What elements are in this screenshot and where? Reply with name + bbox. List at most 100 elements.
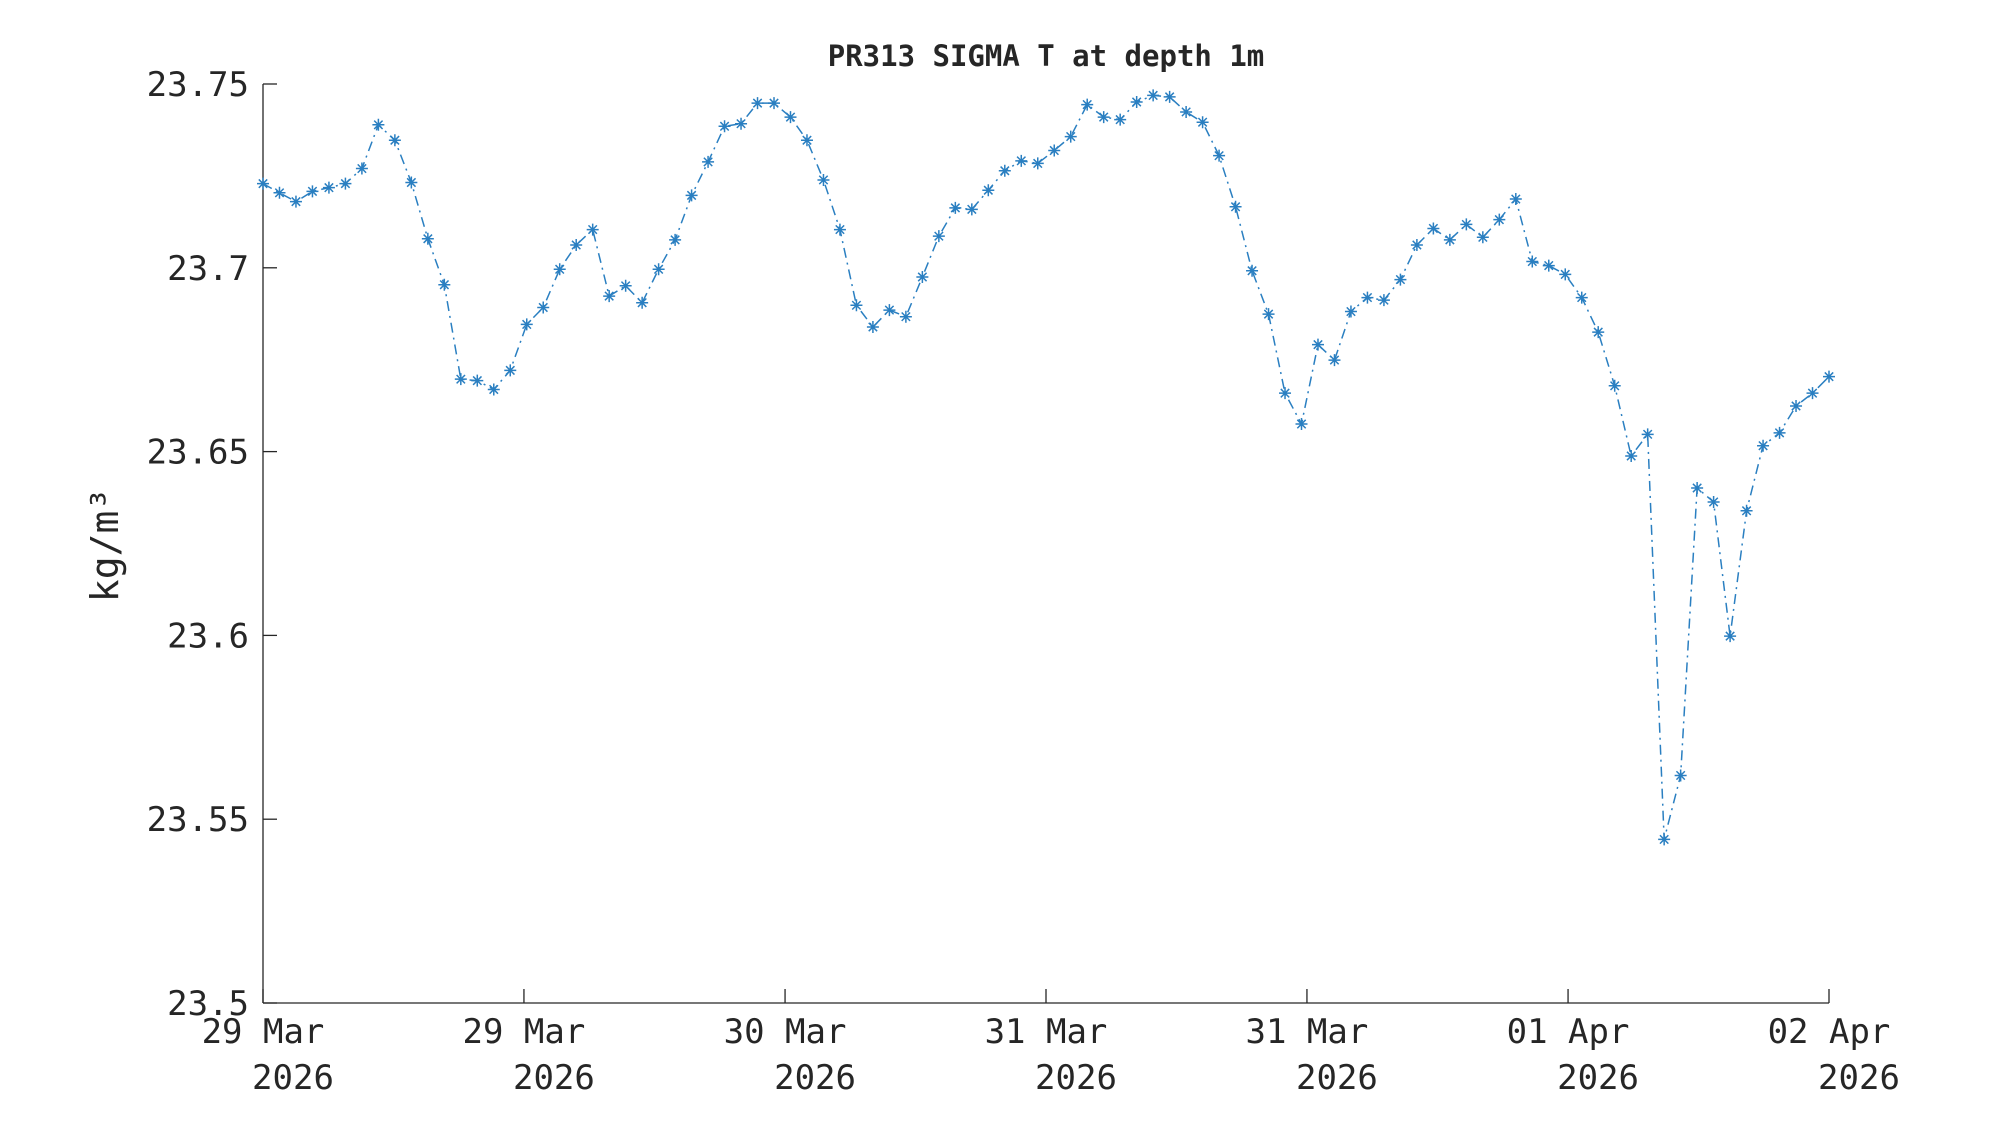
data-marker — [982, 184, 995, 197]
x-tick-label: 30 Mar — [724, 1012, 847, 1052]
data-marker — [487, 383, 500, 396]
x-tick-label: 2026 — [513, 1058, 595, 1098]
data-marker — [1361, 291, 1374, 304]
data-marker — [932, 230, 945, 243]
data-marker — [586, 223, 599, 236]
y-axis-label: kg/m³ — [83, 488, 127, 602]
y-tick-label: 23.65 — [147, 433, 249, 473]
y-tick-label: 23.5 — [167, 984, 249, 1024]
data-marker — [768, 97, 781, 110]
data-marker — [1740, 504, 1753, 517]
data-marker — [817, 173, 830, 186]
data-marker — [1608, 379, 1621, 392]
data-marker — [1015, 154, 1028, 167]
data-marker — [1114, 113, 1127, 126]
data-marker — [520, 318, 533, 331]
data-marker — [998, 164, 1011, 177]
data-marker — [1097, 111, 1110, 124]
data-marker — [1328, 354, 1341, 367]
data-marker — [784, 111, 797, 124]
x-tick-label: 2026 — [1818, 1058, 1900, 1098]
data-marker — [866, 320, 879, 333]
data-marker — [1691, 481, 1704, 494]
data-marker — [339, 177, 352, 190]
data-marker — [454, 373, 467, 386]
data-marker — [257, 177, 269, 190]
data-marker — [289, 195, 302, 208]
data-marker — [1163, 90, 1176, 103]
data-marker — [1344, 305, 1357, 318]
data-marker — [916, 270, 929, 283]
data-marker — [273, 186, 286, 199]
data-marker — [1707, 495, 1720, 508]
data-marker — [735, 117, 748, 130]
data-marker — [1130, 96, 1143, 109]
data-marker — [800, 134, 813, 147]
data-marker — [1757, 439, 1770, 452]
data-marker — [1790, 400, 1803, 413]
data-marker — [306, 185, 319, 198]
data-marker — [1081, 98, 1094, 111]
x-tick-label: 2026 — [1035, 1058, 1117, 1098]
data-marker — [1311, 338, 1324, 351]
data-marker — [1658, 833, 1671, 846]
data-marker — [1147, 89, 1160, 102]
data-marker — [1526, 255, 1539, 268]
data-marker — [669, 233, 682, 246]
data-marker — [1806, 387, 1819, 400]
data-marker — [1823, 370, 1835, 383]
data-marker — [1213, 149, 1226, 162]
data-marker — [1262, 308, 1275, 321]
data-marker — [1542, 259, 1555, 272]
data-marker — [1377, 294, 1390, 307]
x-tick-label: 2026 — [774, 1058, 856, 1098]
data-marker — [1427, 222, 1440, 235]
data-marker — [1295, 418, 1308, 431]
data-marker — [965, 203, 978, 216]
data-marker — [603, 290, 616, 303]
data-marker — [1443, 233, 1456, 246]
data-marker — [553, 263, 566, 276]
data-marker — [1229, 200, 1242, 213]
data-marker — [1493, 213, 1506, 226]
data-marker — [1674, 769, 1687, 782]
data-marker — [1048, 144, 1061, 157]
data-marker — [949, 201, 962, 214]
x-tick-label: 31 Mar — [1246, 1012, 1369, 1052]
data-marker — [438, 278, 451, 291]
x-tick-label: 31 Mar — [985, 1012, 1108, 1052]
data-marker — [899, 310, 912, 323]
data-marker — [1625, 450, 1638, 463]
data-marker — [636, 296, 649, 309]
data-marker — [421, 232, 434, 245]
data-marker — [355, 162, 368, 175]
data-marker — [1410, 239, 1423, 252]
data-marker — [1575, 291, 1588, 304]
data-marker — [850, 299, 863, 312]
data-marker — [1773, 426, 1786, 439]
data-marker — [718, 120, 731, 133]
data-marker — [372, 118, 385, 131]
data-marker — [1064, 130, 1077, 143]
data-marker — [405, 176, 418, 189]
y-tick-label: 23.6 — [167, 616, 249, 656]
data-marker — [702, 155, 715, 168]
data-marker — [1031, 157, 1044, 170]
data-marker — [537, 301, 550, 314]
data-marker — [1460, 218, 1473, 231]
data-marker — [883, 304, 896, 317]
data-marker — [833, 223, 846, 236]
data-marker — [388, 134, 401, 147]
data-marker — [1592, 326, 1605, 339]
x-tick-label: 29 Mar — [202, 1012, 325, 1052]
data-marker — [1509, 193, 1522, 206]
data-marker — [471, 374, 484, 387]
data-marker — [1476, 231, 1489, 244]
y-tick-label: 23.7 — [167, 249, 249, 289]
data-marker — [619, 279, 632, 292]
chart-title: PR313 SIGMA T at depth 1m — [828, 39, 1265, 73]
data-marker — [1196, 116, 1209, 129]
data-marker — [1724, 630, 1737, 643]
data-marker — [751, 97, 764, 110]
